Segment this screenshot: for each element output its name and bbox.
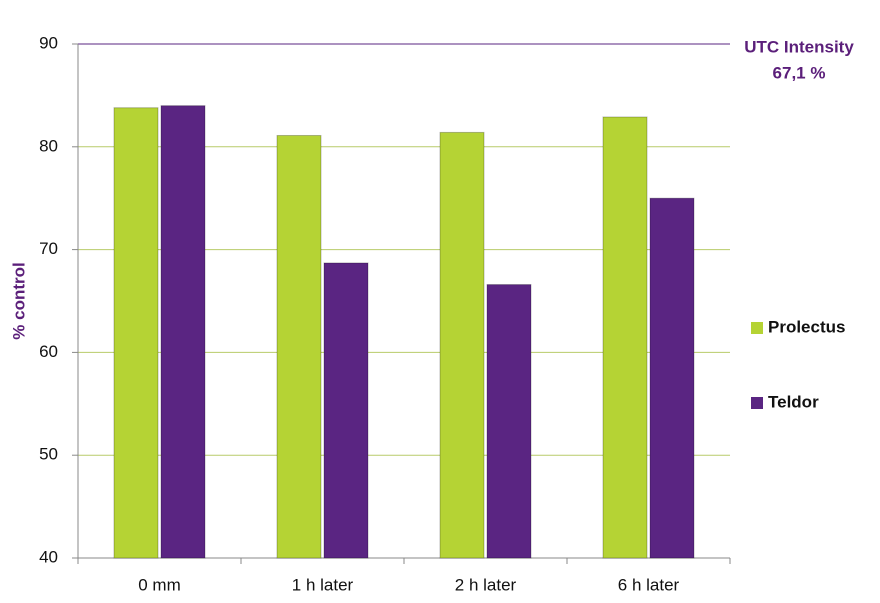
bar (486, 284, 532, 559)
legend-marker (751, 397, 763, 409)
bar (160, 105, 206, 559)
bar (439, 131, 485, 559)
x-tick-label: 6 h later (618, 575, 680, 594)
y-tick-label: 60 (39, 342, 58, 361)
bar (113, 107, 159, 559)
x-tick-label: 1 h later (292, 575, 354, 594)
annotation: UTC Intensity (744, 37, 854, 56)
y-axis-label: % control (9, 262, 28, 339)
y-tick-label: 90 (39, 33, 58, 52)
x-tick-label: 2 h later (455, 575, 517, 594)
legend-label: Prolectus (768, 317, 845, 336)
bar (602, 116, 648, 559)
annotation: 67,1 % (773, 63, 826, 82)
legend-marker (751, 322, 763, 334)
y-tick-label: 40 (39, 547, 58, 566)
y-tick-label: 70 (39, 239, 58, 258)
y-tick-label: 50 (39, 445, 58, 464)
legend-label: Teldor (768, 392, 819, 411)
bar (276, 134, 322, 559)
x-tick-label: 0 mm (138, 575, 181, 594)
bar (323, 262, 369, 559)
bar (649, 197, 695, 559)
y-tick-label: 80 (39, 136, 58, 155)
